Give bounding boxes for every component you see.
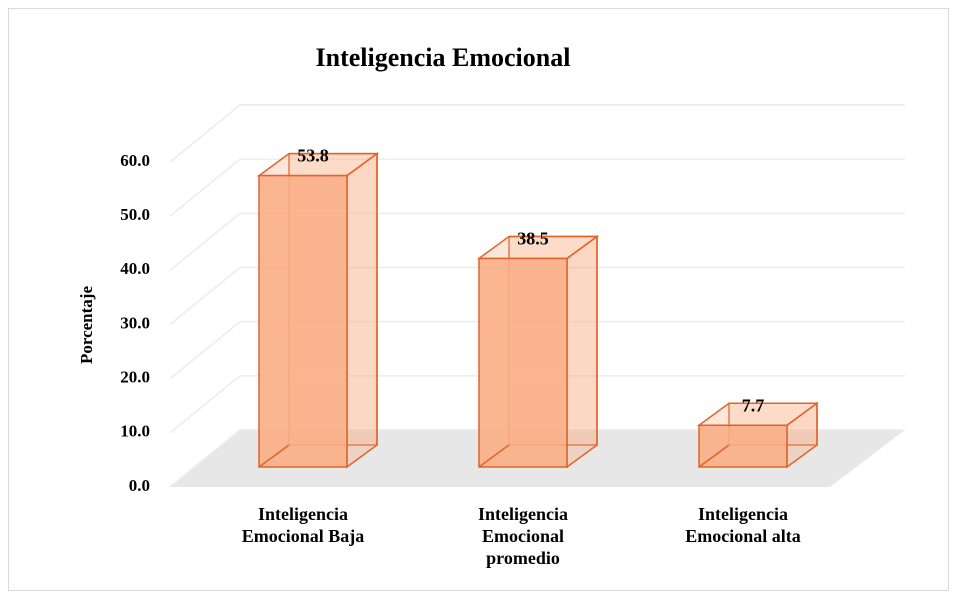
bar-edge bbox=[698, 444, 730, 468]
y-tick-label: 50.0 bbox=[120, 205, 150, 224]
bar-edge bbox=[478, 444, 510, 468]
x-tick-label: Inteligencia Emocional alta bbox=[685, 504, 801, 546]
x-tick-label: Inteligencia Emocional Baja bbox=[241, 504, 365, 546]
grid-line-side bbox=[169, 158, 241, 217]
bar bbox=[696, 401, 820, 469]
grid-line-side bbox=[169, 104, 241, 163]
grid-line-side bbox=[169, 429, 241, 488]
grid-line-side bbox=[169, 212, 241, 271]
y-tick-label: 60.0 bbox=[120, 151, 150, 170]
y-tick-label: 0.0 bbox=[129, 476, 150, 495]
bar-side bbox=[566, 234, 598, 469]
bar-side bbox=[346, 152, 378, 469]
bars bbox=[256, 152, 820, 469]
grid-line-side bbox=[169, 321, 241, 380]
y-axis-title: Porcentaje bbox=[77, 286, 96, 364]
bar bbox=[256, 152, 380, 469]
y-tick-label: 10.0 bbox=[120, 422, 150, 441]
data-label: 38.5 bbox=[517, 229, 549, 249]
bar-front bbox=[478, 257, 568, 468]
x-tick-label: Inteligencia Emocional promedio bbox=[478, 504, 568, 568]
data-label: 7.7 bbox=[742, 395, 765, 415]
bar-front bbox=[698, 424, 788, 468]
data-label: 53.8 bbox=[297, 146, 329, 166]
chart-title: Inteligencia Emocional bbox=[316, 43, 571, 72]
bar bbox=[476, 234, 600, 469]
grid-line-side bbox=[169, 375, 241, 434]
grid bbox=[169, 104, 905, 488]
grid-line-side bbox=[169, 266, 241, 326]
y-tick-label: 30.0 bbox=[120, 313, 150, 332]
bar-edge bbox=[258, 444, 290, 468]
y-tick-label: 40.0 bbox=[120, 259, 150, 278]
bar-front bbox=[258, 174, 348, 468]
y-tick-label: 20.0 bbox=[120, 368, 150, 387]
